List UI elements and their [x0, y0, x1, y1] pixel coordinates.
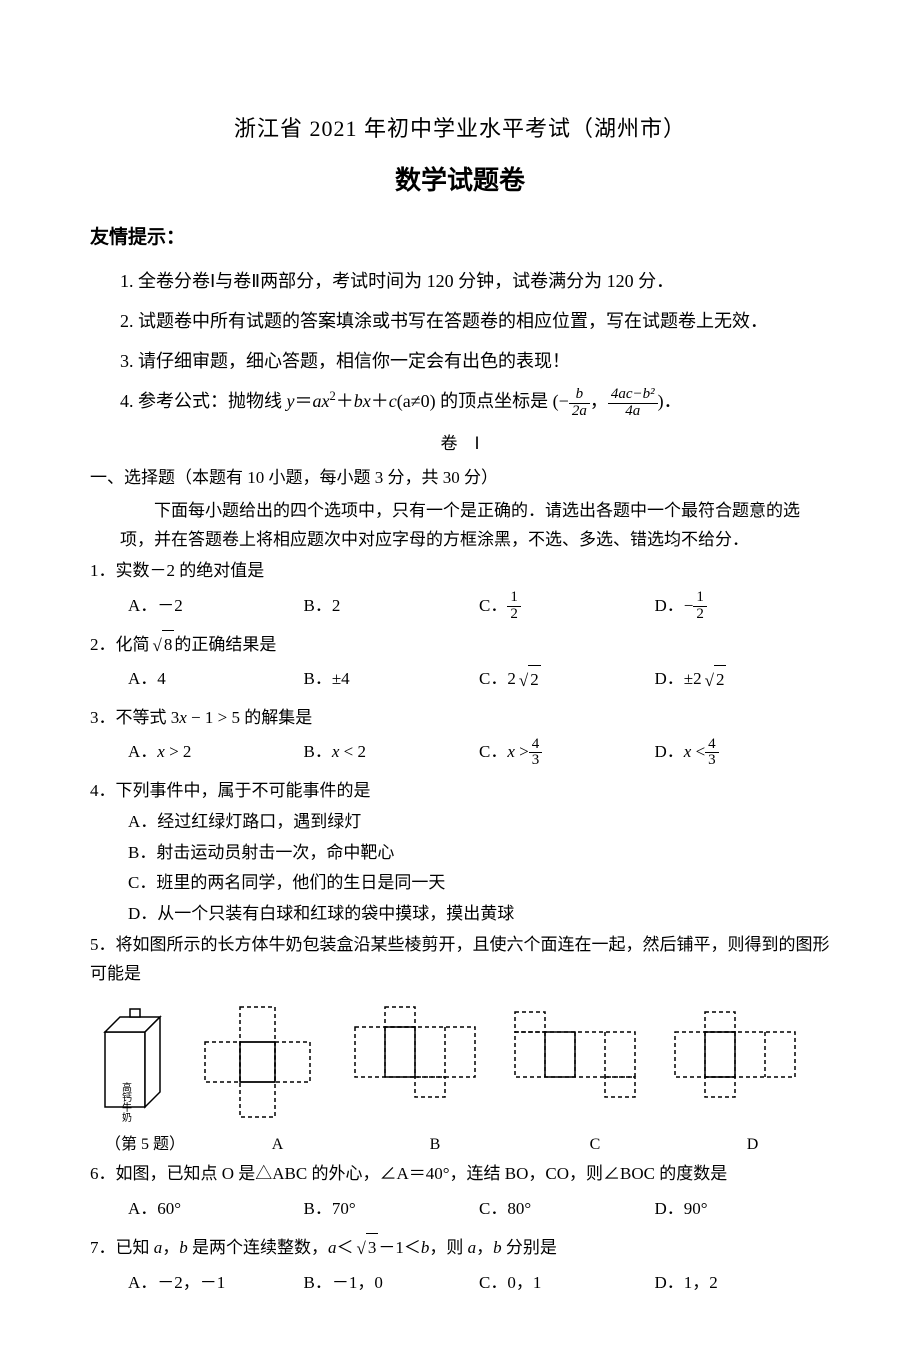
- q6-stem: 6．如图，已知点 O 是△ABC 的外心，∠A＝40°，连结 BO，CO，则∠B…: [90, 1160, 830, 1189]
- hint4-prefix: 4. 参考公式：抛物线: [120, 391, 287, 411]
- q1-opt-b: B．2: [304, 588, 480, 624]
- q5-net-d: [675, 1012, 795, 1097]
- q2-opt-c: C．2√2: [479, 662, 655, 698]
- hint-1: 1. 全卷分卷Ⅰ与卷Ⅱ两部分，考试时间为 120 分钟，试卷满分为 120 分．: [120, 264, 830, 298]
- section-1-head: 一、选择题（本题有 10 小题，每小题 3 分，共 30 分）: [90, 464, 830, 493]
- q6-options: A．60° B．70° C．80° D．90°: [128, 1191, 830, 1227]
- q1-opt-a: A．－2: [128, 588, 304, 624]
- q5-box-text: 高钙牛奶: [120, 1081, 132, 1123]
- hint4-mid: 的顶点坐标是: [440, 391, 548, 411]
- section-1-note: 下面每小题给出的四个选项中，只有一个是正确的．请选出各题中一个最符合题意的选项，…: [120, 497, 830, 555]
- q3-opt-d: D．x < 43: [655, 735, 831, 771]
- hint-4-formula: 4. 参考公式：抛物线 y＝ax2＋bx＋c(a≠0) 的顶点坐标是 (−b2a…: [120, 384, 830, 419]
- q4-opt-d: D．从一个只装有白球和红球的袋中摸球，摸出黄球: [128, 900, 830, 929]
- q4-stem: 4．下列事件中，属于不可能事件的是: [90, 777, 830, 806]
- q7-options: A．－2，－1 B．－1，0 C．0，1 D．1，2: [128, 1265, 830, 1301]
- q2-opt-b: B．±4: [304, 662, 480, 698]
- q5-svg: 高钙牛奶: [90, 997, 830, 1127]
- q1-opt-d: D．−12: [655, 588, 831, 624]
- q5-labels-row: （第 5 题） A B C D: [90, 1131, 830, 1158]
- exam-region-title: 浙江省 2021 年初中学业水平考试（湖州市）: [90, 110, 830, 147]
- q1-options: A．－2 B．2 C．12 D．−12: [128, 588, 830, 624]
- q5-box-3d: [105, 1009, 160, 1107]
- q2-stem: 2．化简√8的正确结果是: [90, 630, 830, 660]
- q4-opt-a: A．经过红绿灯路口，遇到绿灯: [128, 808, 830, 837]
- q4-opt-b: B．射击运动员射击一次，命中靶心: [128, 839, 830, 868]
- q5-net-c: [515, 1012, 635, 1097]
- q7-opt-d: D．1，2: [655, 1265, 831, 1301]
- q2-opt-d: D．±2√2: [655, 662, 831, 698]
- q5-label-c: C: [515, 1131, 675, 1158]
- q2-options: A．4 B．±4 C．2√2 D．±2√2: [128, 662, 830, 698]
- q5-label-d: D: [675, 1131, 830, 1158]
- q3-opt-b: B．x < 2: [304, 735, 480, 771]
- q5-label-a: A: [200, 1131, 355, 1158]
- hint4-y: y: [287, 391, 295, 411]
- q6-opt-c: C．80°: [479, 1191, 655, 1227]
- q3-options: A．x > 2 B．x < 2 C．x > 43 D．x < 43: [128, 735, 830, 771]
- q5-label-b: B: [355, 1131, 515, 1158]
- hint-3: 3. 请仔细审题，细心答题，相信你一定会有出色的表现！: [120, 344, 830, 378]
- q7-opt-c: C．0，1: [479, 1265, 655, 1301]
- sqrt-3: √3: [354, 1233, 379, 1263]
- q3-opt-a: A．x > 2: [128, 735, 304, 771]
- q7-opt-b: B．－1，0: [304, 1265, 480, 1301]
- q5-stem: 5．将如图所示的长方体牛奶包装盒沿某些棱剪开，且使六个面连在一起，然后铺平，则得…: [90, 931, 830, 989]
- q6-opt-b: B．70°: [304, 1191, 480, 1227]
- q7-opt-a: A．－2，－1: [128, 1265, 304, 1301]
- paper-part-label: 卷 Ⅰ: [90, 430, 830, 459]
- hint4-vertex: (−b2a，4ac−b²4a)．: [553, 391, 682, 411]
- sqrt-8: √8: [150, 630, 175, 660]
- q5-net-b: [355, 1007, 475, 1097]
- q1-opt-c: C．12: [479, 588, 655, 624]
- q3-opt-c: C．x > 43: [479, 735, 655, 771]
- q1-stem: 1．实数－2 的绝对值是: [90, 557, 830, 586]
- q6-opt-d: D．90°: [655, 1191, 831, 1227]
- q3-stem: 3．不等式 3x − 1 > 5 的解集是: [90, 704, 830, 733]
- q4-opt-c: C．班里的两名同学，他们的生日是同一天: [128, 869, 830, 898]
- exam-subject-title: 数学试题卷: [90, 159, 830, 203]
- exam-page: 浙江省 2021 年初中学业水平考试（湖州市） 数学试题卷 友情提示： 1. 全…: [0, 0, 920, 1367]
- q2-opt-a: A．4: [128, 662, 304, 698]
- q5-caption: （第 5 题）: [90, 1131, 200, 1158]
- q5-figures: 高钙牛奶: [90, 997, 830, 1127]
- hint-2: 2. 试题卷中所有试题的答案填涂或书写在答题卷的相应位置，写在试题卷上无效．: [120, 304, 830, 338]
- q6-opt-a: A．60°: [128, 1191, 304, 1227]
- q5-net-a: [205, 1007, 310, 1117]
- q7-stem: 7．已知 a，b 是两个连续整数，a＜√3－1＜b，则 a，b 分别是: [90, 1233, 830, 1263]
- hint-header: 友情提示：: [90, 222, 830, 254]
